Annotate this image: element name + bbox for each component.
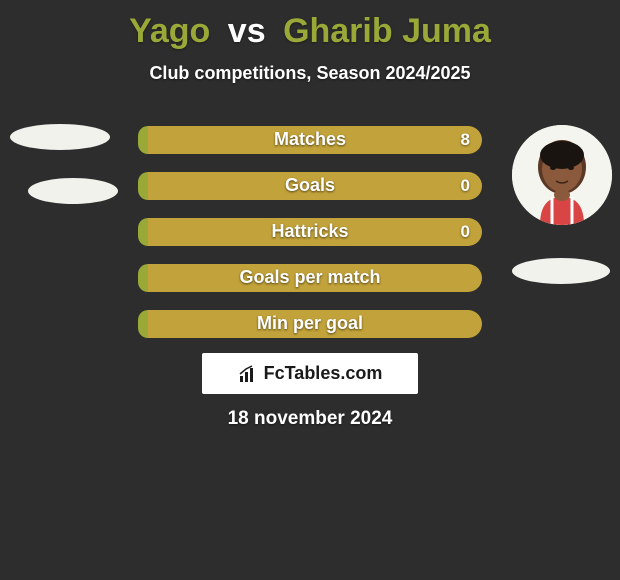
comparison-widget: Yago vs Gharib Juma Club competitions, S… [0,0,620,580]
avatar-left-placeholder [10,124,110,150]
stat-bar: Goals0 [138,172,482,200]
bar-label: Matches [138,126,482,153]
date-label: 18 november 2024 [0,408,620,430]
stat-bar: Hattricks0 [138,218,482,246]
bar-value-right: 0 [461,218,470,245]
player-photo-icon [512,125,612,225]
stat-bar: Goals per match [138,264,482,292]
avatar-right-shadow [512,258,610,284]
player-left-name: Yago [129,12,210,50]
avatar-left-placeholder-2 [28,178,118,204]
stat-bar: Matches8 [138,126,482,154]
stat-bars: Matches8Goals0Hattricks0Goals per matchM… [138,126,482,356]
brand-text: FcTables.com [264,363,383,384]
bar-value-right: 8 [461,126,470,153]
bar-label: Goals per match [138,264,482,291]
subtitle: Club competitions, Season 2024/2025 [0,63,620,84]
chart-icon [238,364,258,384]
brand-logo[interactable]: FcTables.com [202,353,418,394]
bar-label: Min per goal [138,310,482,337]
page-title: Yago vs Gharib Juma [0,0,620,51]
bar-label: Hattricks [138,218,482,245]
player-right-name: Gharib Juma [283,12,491,50]
bar-value-right: 0 [461,172,470,199]
avatar-right [512,125,612,225]
vs-text: vs [228,12,266,50]
bar-label: Goals [138,172,482,199]
stat-bar: Min per goal [138,310,482,338]
